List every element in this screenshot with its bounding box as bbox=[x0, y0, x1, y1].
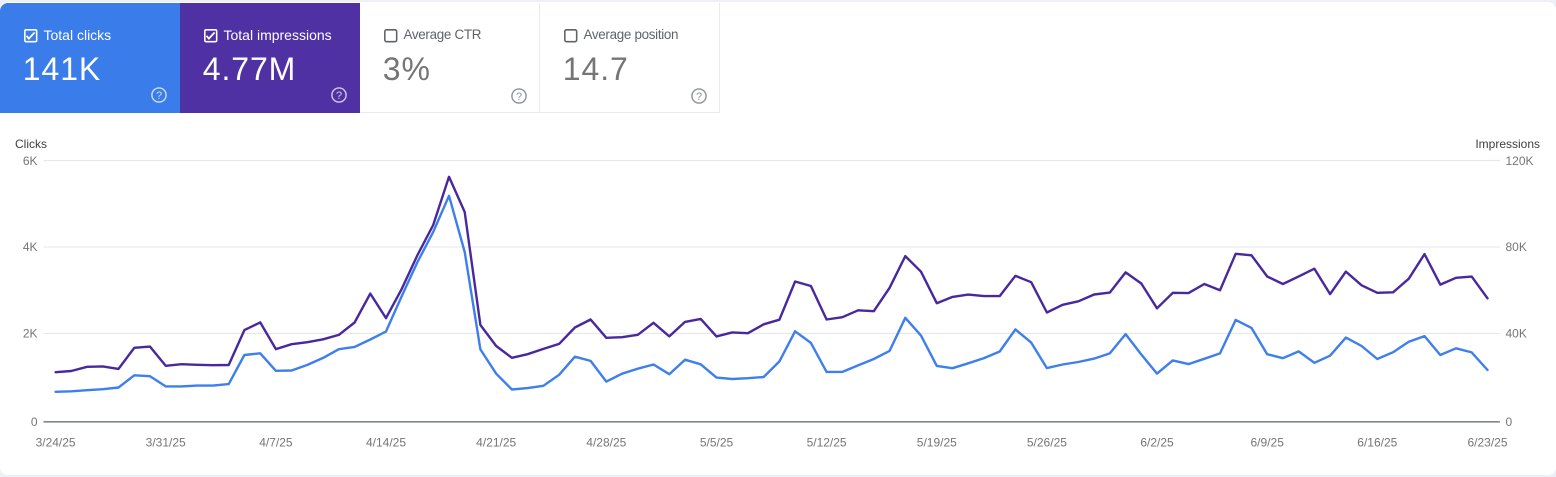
svg-text:80K: 80K bbox=[1506, 240, 1527, 254]
svg-text:6K: 6K bbox=[23, 154, 38, 168]
svg-text:5/12/25: 5/12/25 bbox=[807, 436, 847, 450]
svg-text:5/19/25: 5/19/25 bbox=[917, 436, 957, 450]
svg-text:4/14/25: 4/14/25 bbox=[366, 436, 406, 450]
svg-text:4/28/25: 4/28/25 bbox=[586, 436, 626, 450]
svg-text:?: ? bbox=[156, 90, 162, 102]
svg-text:6/9/25: 6/9/25 bbox=[1251, 436, 1285, 450]
svg-text:?: ? bbox=[336, 90, 342, 102]
svg-text:3/24/25: 3/24/25 bbox=[36, 436, 76, 450]
svg-text:5/5/25: 5/5/25 bbox=[700, 436, 734, 450]
svg-text:0: 0 bbox=[1506, 415, 1513, 429]
svg-text:3/31/25: 3/31/25 bbox=[146, 436, 186, 450]
svg-text:4K: 4K bbox=[23, 240, 38, 254]
svg-text:2K: 2K bbox=[23, 327, 38, 341]
svg-text:6/16/25: 6/16/25 bbox=[1357, 436, 1397, 450]
svg-text:4/21/25: 4/21/25 bbox=[476, 436, 516, 450]
svg-text:?: ? bbox=[696, 91, 702, 103]
svg-text:120K: 120K bbox=[1506, 154, 1534, 168]
svg-text:4/7/25: 4/7/25 bbox=[259, 436, 293, 450]
svg-text:6/23/25: 6/23/25 bbox=[1467, 436, 1507, 450]
svg-text:0: 0 bbox=[31, 415, 38, 429]
svg-text:40K: 40K bbox=[1506, 327, 1527, 341]
svg-text:5/26/25: 5/26/25 bbox=[1027, 436, 1067, 450]
svg-text:6/2/25: 6/2/25 bbox=[1140, 436, 1174, 450]
svg-text:?: ? bbox=[516, 91, 522, 103]
